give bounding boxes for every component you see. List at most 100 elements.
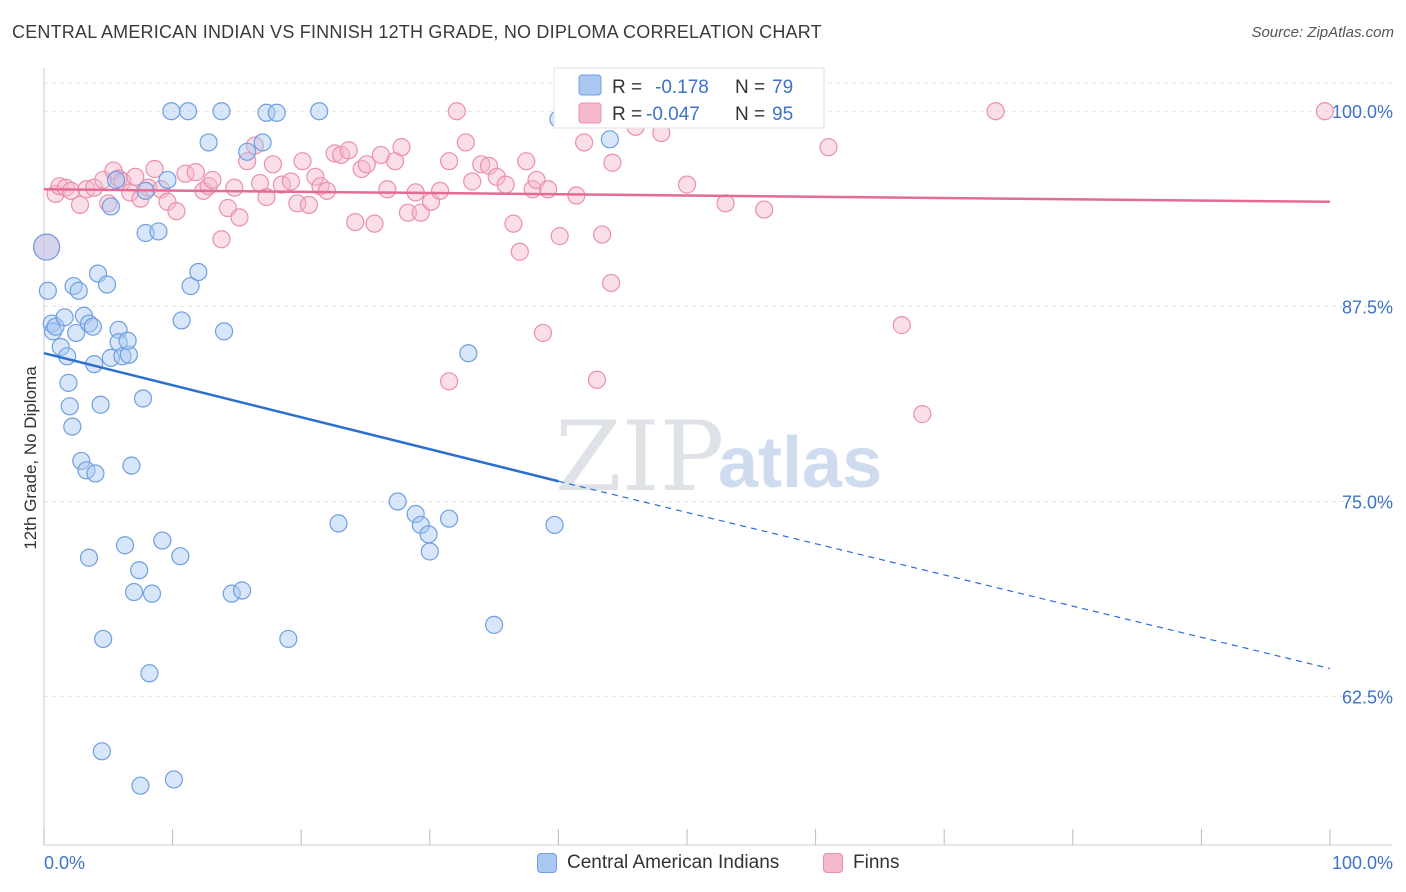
point-central-american-indians — [171, 547, 190, 566]
y-tick-label: 87.5% — [1342, 297, 1393, 317]
central-american-indians-points — [32, 102, 619, 795]
point-central-american-indians — [86, 464, 105, 483]
point-central-american-indians — [124, 582, 144, 602]
point-finns — [496, 175, 515, 194]
point-central-american-indians — [38, 281, 57, 300]
point-finns — [325, 144, 344, 163]
point-central-american-indians — [189, 262, 208, 282]
point-central-american-indians — [133, 389, 153, 408]
point-finns — [439, 152, 459, 171]
point-central-american-indians — [267, 103, 286, 122]
watermark: ZIP atlas — [555, 401, 882, 513]
point-central-american-indians — [130, 561, 149, 580]
grid-lines — [44, 82, 1392, 698]
point-finns — [716, 194, 735, 213]
point-finns — [398, 203, 418, 222]
point-central-american-indians — [162, 102, 181, 121]
legend-item-central-american-indians: Central American Indians — [537, 852, 779, 874]
chart-title: CENTRAL AMERICAN INDIAN VS FINNISH 12TH … — [12, 22, 822, 42]
point-finns — [186, 163, 205, 182]
legend-label-finns: Finns — [853, 852, 900, 873]
point-finns — [145, 159, 164, 179]
y-tick-label: 62.5% — [1342, 688, 1393, 708]
point-central-american-indians — [101, 348, 120, 367]
point-central-american-indians — [214, 322, 234, 341]
x-tick-label: 0.0% — [44, 853, 85, 873]
point-finns — [263, 155, 283, 174]
y-tick-label: 100.0% — [1332, 102, 1393, 122]
point-central-american-indians — [600, 130, 619, 149]
point-central-american-indians — [79, 548, 99, 567]
trend-line-finns — [43, 188, 1331, 204]
point-central-american-indians — [63, 417, 82, 436]
source-label: Source: ZipAtlas.com — [1251, 24, 1394, 41]
point-central-american-indians — [67, 323, 86, 343]
point-central-american-indians — [406, 504, 425, 524]
point-finns — [504, 214, 523, 233]
point-central-american-indians — [253, 133, 272, 152]
x-tick-label: 100.0% — [1332, 853, 1393, 873]
point-finns — [550, 227, 569, 246]
point-central-american-indians — [101, 197, 120, 216]
point-central-american-indians — [238, 142, 257, 161]
point-central-american-indians — [411, 515, 430, 535]
point-finns — [755, 200, 774, 219]
point-finns — [472, 155, 491, 174]
point-finns — [517, 152, 536, 171]
point-finns — [575, 133, 594, 152]
point-finns — [257, 187, 276, 207]
point-finns — [346, 212, 365, 232]
point-central-american-indians — [279, 629, 298, 649]
point-central-american-indians — [115, 536, 135, 555]
point-finns — [365, 214, 384, 233]
point-central-american-indians — [388, 492, 407, 511]
legend-item-finns: Finns — [823, 852, 899, 874]
point-finns — [70, 195, 90, 214]
point-central-american-indians — [149, 222, 168, 241]
point-central-american-indians — [485, 615, 504, 634]
point-finns — [430, 181, 450, 200]
point-finns — [56, 178, 75, 197]
legend-n-label-2: N = — [735, 104, 765, 125]
legend-r-label-2: R = — [612, 104, 642, 125]
point-finns — [602, 273, 621, 293]
watermark-zip: ZIP — [555, 401, 724, 513]
trend-lines — [43, 188, 1331, 670]
point-finns — [357, 155, 376, 174]
point-central-american-indians — [164, 770, 183, 789]
point-central-american-indians — [140, 664, 159, 683]
point-finns — [339, 141, 358, 160]
legend-r-value-2: -0.047 — [646, 104, 700, 125]
point-central-american-indians — [257, 103, 276, 122]
point-finns — [986, 102, 1005, 121]
point-finns — [225, 178, 244, 197]
point-central-american-indians — [60, 397, 79, 416]
point-central-american-indians — [69, 281, 88, 300]
point-central-american-indians — [158, 170, 177, 190]
point-finns — [913, 405, 932, 424]
point-finns — [892, 316, 911, 335]
legend-swatch-blue — [578, 74, 602, 96]
legend-n-label-1: N = — [735, 77, 765, 98]
point-finns — [1315, 102, 1334, 121]
legend-label-central-american-indians: Central American Indians — [567, 852, 780, 873]
legend-top: R = -0.178 N = 79 R = -0.047 N = 95 — [553, 67, 825, 129]
legend-r-value-1: -0.178 — [655, 77, 709, 98]
point-finns — [392, 138, 411, 157]
point-central-american-indians — [55, 308, 74, 327]
y-axis-label: 12th Grade, No Diploma — [21, 366, 40, 550]
point-central-american-indians — [97, 275, 117, 294]
point-finns — [167, 202, 186, 221]
point-finns — [203, 170, 222, 190]
point-finns — [439, 372, 459, 391]
trend-line-central-american-indians — [43, 352, 559, 483]
trend-line-central-american-indians-dashed — [558, 480, 1331, 670]
point-finns — [126, 167, 145, 186]
point-finns — [99, 194, 118, 213]
point-finns — [593, 225, 612, 244]
point-finns — [677, 175, 697, 194]
point-finns — [510, 242, 529, 261]
point-central-american-indians — [439, 509, 459, 528]
watermark-atlas: atlas — [718, 423, 882, 503]
